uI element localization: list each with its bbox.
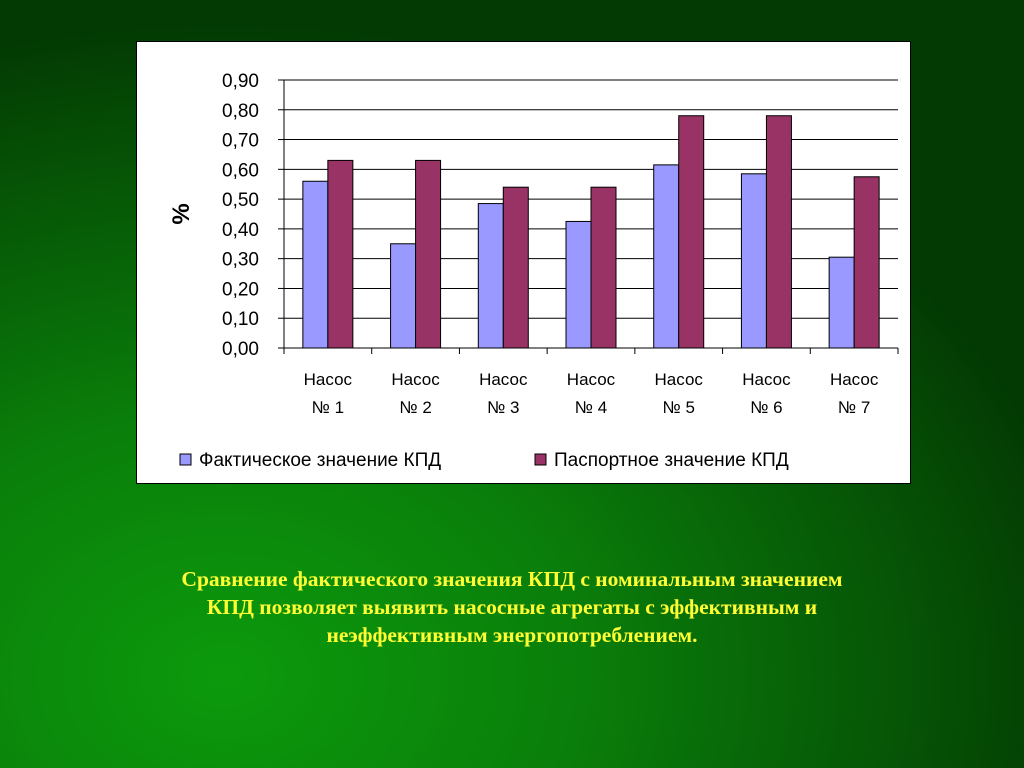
category-label: № 7 — [838, 398, 870, 417]
bar-passport — [502, 186, 529, 349]
category-label: Насос — [742, 370, 791, 389]
category-label: Насос — [830, 370, 879, 389]
bar-actual — [390, 243, 417, 349]
category-label: Насос — [567, 370, 616, 389]
bar-actual — [302, 180, 329, 349]
y-tick-label: 0,50 — [222, 190, 259, 211]
y-tick-label: 0,20 — [222, 279, 259, 300]
category-label: Насос — [391, 370, 440, 389]
y-tick-label: 0,60 — [222, 160, 259, 181]
legend-label: Паспортное значение КПД — [554, 450, 789, 471]
y-tick-label: 0,10 — [222, 309, 259, 330]
bar-actual — [565, 220, 592, 349]
category-label: № 6 — [750, 398, 782, 417]
category-label: Насос — [655, 370, 704, 389]
category-label: № 2 — [399, 398, 431, 417]
bar-actual — [828, 256, 855, 349]
category-label: № 3 — [487, 398, 519, 417]
bar-chart: 0,00 0,10 0,20 0,30 0,40 0,50 0,60 0,70 0,80 0,90… — [168, 71, 899, 471]
bar-passport — [590, 186, 617, 349]
bar-actual — [653, 164, 680, 349]
y-tick-label: 0,00 — [222, 339, 259, 360]
caption-line-1: Сравнение фактического значения КПД с но… — [181, 567, 843, 591]
category-label: Насос — [304, 370, 353, 389]
category-label: № 5 — [663, 398, 695, 417]
bar-passport — [853, 176, 880, 349]
caption-line-2: КПД позволяет выявить насосные агрегаты … — [206, 595, 818, 619]
category-label: Насос — [479, 370, 528, 389]
category-label: № 4 — [575, 398, 607, 417]
y-tick-label: 0,70 — [222, 131, 259, 152]
category-label: № 1 — [312, 398, 344, 417]
y-axis-label: % — [168, 203, 195, 224]
bar-actual — [740, 173, 767, 349]
bar-passport — [327, 159, 354, 349]
y-tick-label: 0,30 — [222, 250, 259, 271]
y-tick-label: 0,40 — [222, 220, 259, 241]
bar-passport — [765, 115, 792, 349]
bar-passport — [415, 159, 442, 349]
caption: Сравнение фактического значения КПД с но… — [60, 565, 964, 649]
legend-label: Фактическое значение КПД — [199, 450, 441, 471]
y-tick-label: 0,90 — [222, 71, 259, 92]
legend-swatch — [534, 453, 547, 466]
caption-line-3: неэффективным энергопотреблением. — [326, 623, 698, 647]
bar-actual — [477, 203, 504, 349]
bar-passport — [678, 115, 705, 349]
chart-frame: 0,00 0,10 0,20 0,30 0,40 0,50 0,60 0,70 0,80 0,90… — [136, 41, 911, 484]
y-tick-label: 0,80 — [222, 101, 259, 122]
legend-swatch — [179, 453, 192, 466]
